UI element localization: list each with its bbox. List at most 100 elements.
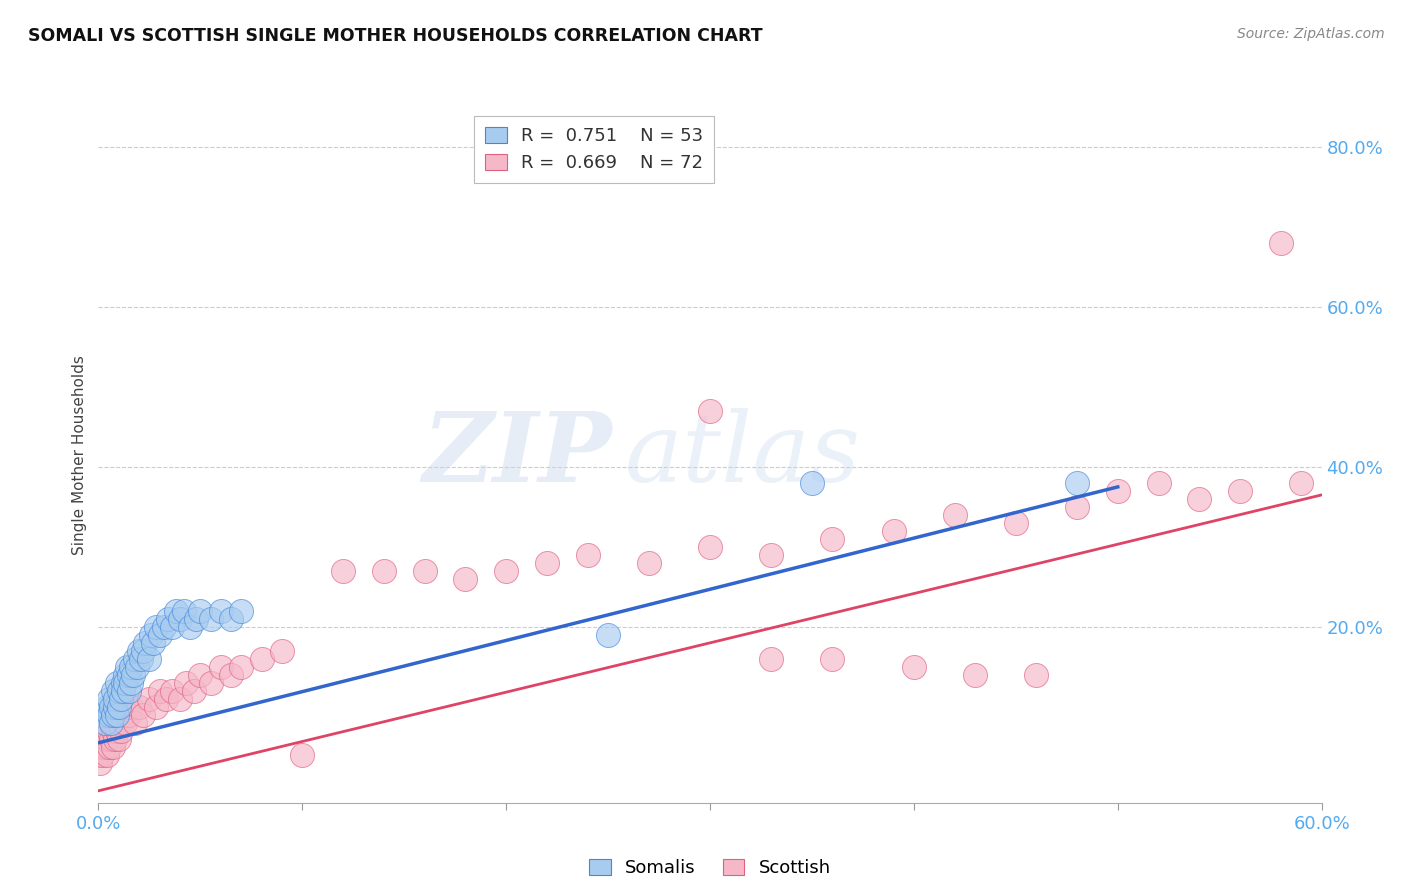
Point [91, 731, 114, 746]
Point [1107, 483, 1129, 498]
Point [155, 691, 177, 706]
Point [91, 707, 114, 722]
Point [149, 683, 172, 698]
Point [200, 612, 222, 626]
Point [413, 564, 436, 578]
Point [1229, 483, 1251, 498]
Point [104, 691, 127, 706]
Point [699, 404, 721, 418]
Point [93, 715, 115, 730]
Point [115, 660, 138, 674]
Point [104, 699, 127, 714]
Point [110, 691, 132, 706]
Point [699, 540, 721, 554]
Point [96, 747, 118, 762]
Point [638, 556, 661, 570]
Point [97, 723, 120, 738]
Point [219, 612, 242, 626]
Point [118, 707, 141, 722]
Point [173, 604, 195, 618]
Point [120, 699, 142, 714]
Point [943, 508, 966, 522]
Point [105, 723, 128, 738]
Point [1270, 235, 1292, 250]
Point [100, 715, 122, 730]
Point [108, 731, 131, 746]
Point [883, 524, 905, 538]
Point [111, 676, 134, 690]
Point [132, 644, 155, 658]
Legend: Somalis, Scottish: Somalis, Scottish [582, 852, 838, 884]
Point [110, 723, 132, 738]
Point [186, 612, 208, 626]
Point [105, 707, 128, 722]
Point [1188, 491, 1211, 506]
Point [821, 532, 844, 546]
Point [101, 683, 124, 698]
Point [188, 604, 212, 618]
Point [104, 715, 127, 730]
Point [93, 723, 115, 738]
Point [128, 644, 150, 658]
Point [129, 652, 152, 666]
Point [209, 660, 232, 674]
Point [188, 668, 212, 682]
Point [89, 739, 111, 754]
Point [97, 691, 120, 706]
Point [965, 668, 987, 682]
Text: atlas: atlas [624, 408, 860, 502]
Point [108, 683, 131, 698]
Point [141, 628, 163, 642]
Point [100, 731, 122, 746]
Point [1004, 516, 1026, 530]
Point [114, 715, 136, 730]
Point [160, 683, 183, 698]
Point [156, 612, 179, 626]
Point [97, 739, 120, 754]
Point [1291, 475, 1313, 490]
Point [111, 707, 134, 722]
Point [1025, 668, 1047, 682]
Point [118, 668, 141, 682]
Point [219, 668, 242, 682]
Point [169, 691, 191, 706]
Point [100, 699, 122, 714]
Y-axis label: Single Mother Households: Single Mother Households [72, 355, 87, 555]
Point [100, 715, 122, 730]
Point [270, 644, 294, 658]
Point [174, 676, 197, 690]
Point [96, 731, 118, 746]
Point [903, 660, 925, 674]
Point [89, 756, 111, 770]
Point [250, 652, 273, 666]
Point [1066, 475, 1088, 490]
Point [160, 620, 183, 634]
Point [142, 636, 165, 650]
Point [1147, 475, 1170, 490]
Point [576, 548, 599, 562]
Point [761, 548, 783, 562]
Point [145, 620, 167, 634]
Point [821, 652, 844, 666]
Point [495, 564, 517, 578]
Point [118, 683, 141, 698]
Point [231, 660, 253, 674]
Text: Source: ZipAtlas.com: Source: ZipAtlas.com [1237, 27, 1385, 41]
Point [120, 660, 142, 674]
Point [111, 683, 134, 698]
Point [87, 747, 110, 762]
Point [165, 604, 187, 618]
Point [179, 620, 201, 634]
Point [231, 604, 253, 618]
Point [96, 699, 118, 714]
Point [209, 604, 232, 618]
Point [104, 731, 127, 746]
Point [761, 652, 783, 666]
Text: ZIP: ZIP [423, 408, 612, 502]
Point [120, 676, 142, 690]
Point [536, 556, 558, 570]
Point [127, 660, 149, 674]
Point [145, 699, 167, 714]
Point [169, 612, 191, 626]
Point [114, 668, 136, 682]
